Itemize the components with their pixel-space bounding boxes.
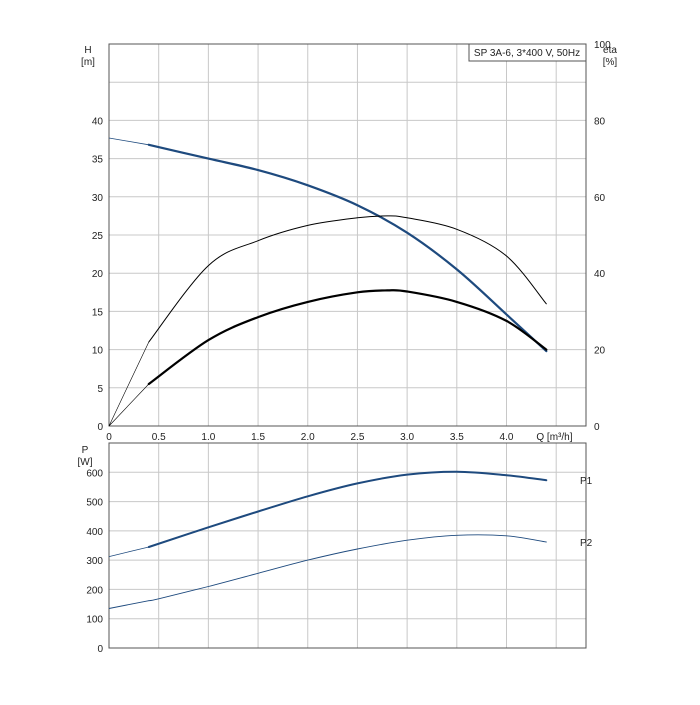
y2-tick-label: 80 [594,116,606,127]
y-tick-label: 20 [92,269,104,280]
y-tick-label: 500 [86,498,103,509]
series-P1-extrapolated [108,546,149,557]
x-tick-label: 3.0 [400,432,414,443]
y2-axis-unit: [%] [603,57,618,68]
x-tick-label: 2.5 [350,432,364,443]
legend-box-text: SP 3A-6, 3*400 V, 50Hz [474,48,580,59]
y2-tick-label: 20 [594,346,606,357]
plot-frame-top [108,43,587,427]
y-tick-label: 100 [86,615,103,626]
y-tick-label: 30 [92,193,104,204]
series-P2-extrapolated [108,600,149,609]
p-axis-label: P [82,445,89,456]
series-eta_pump-line [147,289,548,386]
y-tick-label: 0 [97,644,103,655]
y-axis-unit: [m] [81,57,95,68]
legend-box [468,43,587,62]
series-P2-line [148,534,547,602]
x-tick-label: 1.5 [251,432,265,443]
y-axis-label: H [84,45,91,56]
y2-tick-label: 60 [594,193,606,204]
x-tick-label: 3.5 [450,432,464,443]
series-head-extrapolated [108,137,149,146]
y2-axis-label: eta [603,45,617,56]
plot-frame-bottom [108,442,587,649]
y-tick-label: 15 [92,307,104,318]
series-label-P1: P1 [580,476,593,487]
x-tick-label: 4.0 [500,432,514,443]
x-tick-label: 2.0 [301,432,315,443]
y-tick-label: 200 [86,585,103,596]
y-tick-label: 40 [92,116,104,127]
y-tick-label: 35 [92,155,104,166]
series-eta_pump-extrapolated [108,383,150,427]
series-eta_total-line [148,215,547,343]
y-tick-label: 10 [92,346,104,357]
y2-tick-label: 100 [594,40,611,51]
x-axis-label: Q [m³/h] [536,432,572,443]
y-tick-label: 400 [86,527,103,538]
x-tick-label: 1.0 [201,432,215,443]
y2-tick-label: 40 [594,269,606,280]
p-axis-unit: [W] [78,457,93,468]
y-tick-label: 0 [97,422,103,433]
y-tick-label: 5 [97,384,103,395]
series-eta_total-extrapolated [108,341,150,427]
x-tick-label: 0.5 [152,432,166,443]
y-tick-label: 25 [92,231,104,242]
series-P1-line [147,470,548,548]
y-tick-label: 300 [86,556,103,567]
y-tick-label: 600 [86,468,103,479]
x-tick-label: 0 [106,432,112,443]
y2-tick-label: 0 [594,422,600,433]
series-label-P2: P2 [580,538,593,549]
series-head-line [147,143,548,353]
